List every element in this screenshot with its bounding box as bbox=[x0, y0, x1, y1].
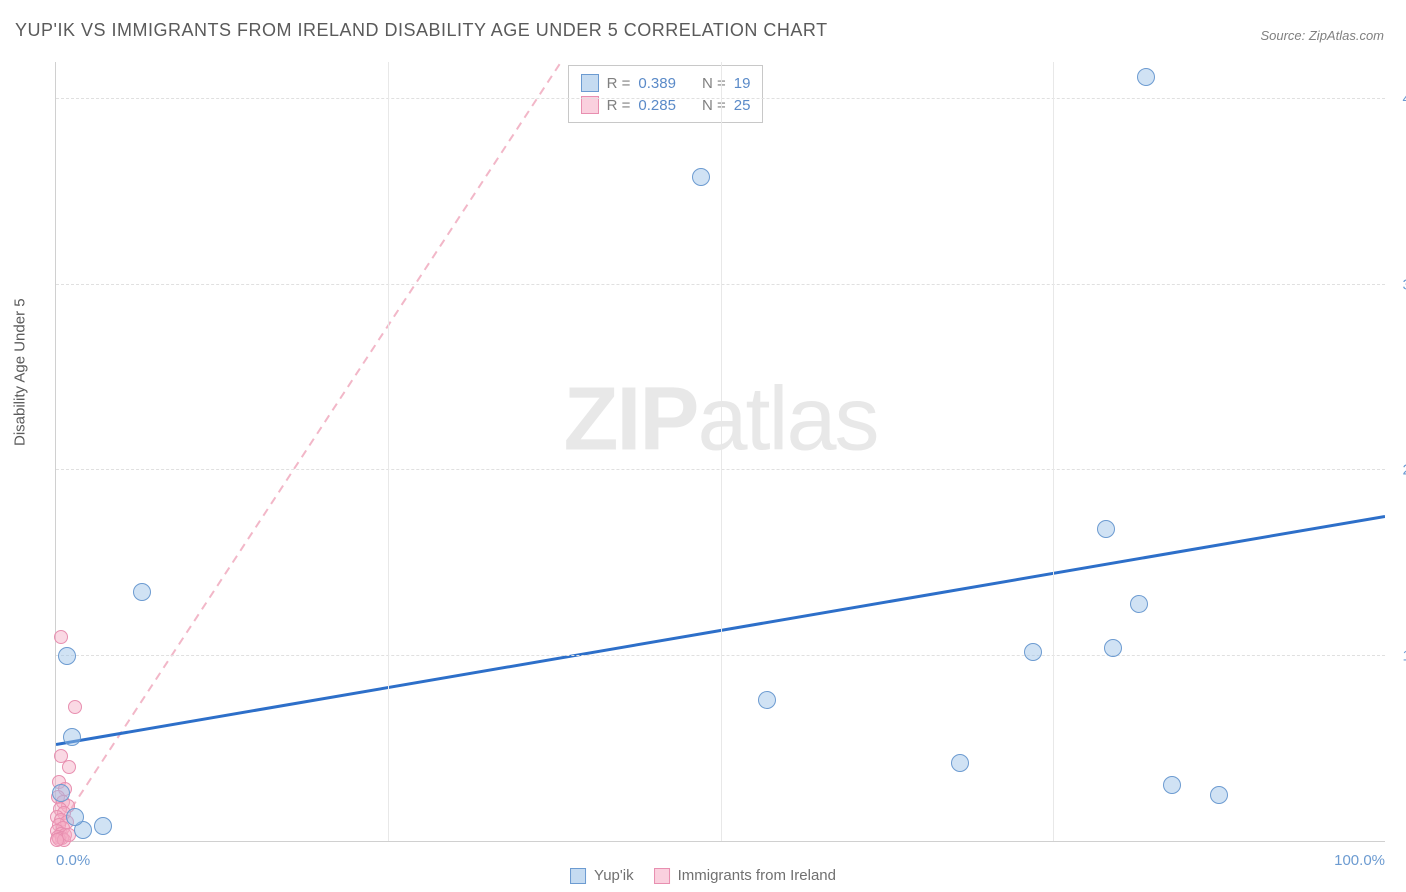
trendline bbox=[56, 62, 561, 832]
y-tick-label: 30.0% bbox=[1402, 276, 1406, 293]
legend-stats: R = 0.389 N = 19 R = 0.285 N = 25 bbox=[568, 65, 764, 123]
chart-title: YUP'IK VS IMMIGRANTS FROM IRELAND DISABI… bbox=[15, 20, 828, 41]
scatter-point bbox=[1210, 786, 1228, 804]
plot-area: ZIPatlas R = 0.389 N = 19 R = 0.285 N = … bbox=[55, 62, 1385, 842]
legend-label-ireland: Immigrants from Ireland bbox=[678, 867, 836, 884]
legend-item-ireland: Immigrants from Ireland bbox=[654, 867, 836, 884]
r-value-yupik: 0.389 bbox=[638, 75, 676, 92]
scatter-point bbox=[58, 647, 76, 665]
r-prefix: R = bbox=[607, 75, 631, 92]
y-axis-label: Disability Age Under 5 bbox=[12, 298, 29, 446]
n-prefix: N = bbox=[702, 75, 726, 92]
scatter-point bbox=[133, 583, 151, 601]
gridline-v bbox=[1053, 62, 1054, 841]
scatter-point bbox=[951, 754, 969, 772]
gridline-v bbox=[388, 62, 389, 841]
scatter-point bbox=[63, 728, 81, 746]
gridline-v bbox=[721, 62, 722, 841]
scatter-point bbox=[758, 691, 776, 709]
scatter-point bbox=[62, 760, 76, 774]
scatter-point bbox=[1024, 643, 1042, 661]
legend-swatch-pink-icon bbox=[654, 868, 670, 884]
y-tick-label: 40.0% bbox=[1402, 91, 1406, 108]
scatter-point bbox=[68, 700, 82, 714]
scatter-point bbox=[1163, 776, 1181, 794]
legend-swatch-blue-icon bbox=[570, 868, 586, 884]
legend-swatch-blue bbox=[581, 74, 599, 92]
legend-label-yupik: Yup'ik bbox=[594, 867, 634, 884]
source-attribution: Source: ZipAtlas.com bbox=[1260, 28, 1384, 43]
watermark-light: atlas bbox=[697, 370, 877, 470]
x-tick-label: 0.0% bbox=[56, 852, 90, 869]
chart-container: YUP'IK VS IMMIGRANTS FROM IRELAND DISABI… bbox=[0, 0, 1406, 892]
legend-item-yupik: Yup'ik bbox=[570, 867, 634, 884]
scatter-point bbox=[94, 817, 112, 835]
scatter-point bbox=[1097, 520, 1115, 538]
n-value-yupik: 19 bbox=[734, 75, 751, 92]
scatter-point bbox=[52, 784, 70, 802]
scatter-point bbox=[66, 808, 84, 826]
scatter-point bbox=[54, 630, 68, 644]
scatter-point bbox=[692, 168, 710, 186]
scatter-point bbox=[1130, 595, 1148, 613]
legend-stats-row-yupik: R = 0.389 N = 19 bbox=[581, 72, 751, 94]
scatter-point bbox=[1104, 639, 1122, 657]
y-tick-label: 20.0% bbox=[1402, 462, 1406, 479]
scatter-point bbox=[1137, 68, 1155, 86]
legend-series: Yup'ik Immigrants from Ireland bbox=[570, 867, 836, 884]
y-tick-label: 10.0% bbox=[1402, 647, 1406, 664]
watermark-bold: ZIP bbox=[563, 370, 697, 470]
x-tick-label: 100.0% bbox=[1334, 852, 1385, 869]
